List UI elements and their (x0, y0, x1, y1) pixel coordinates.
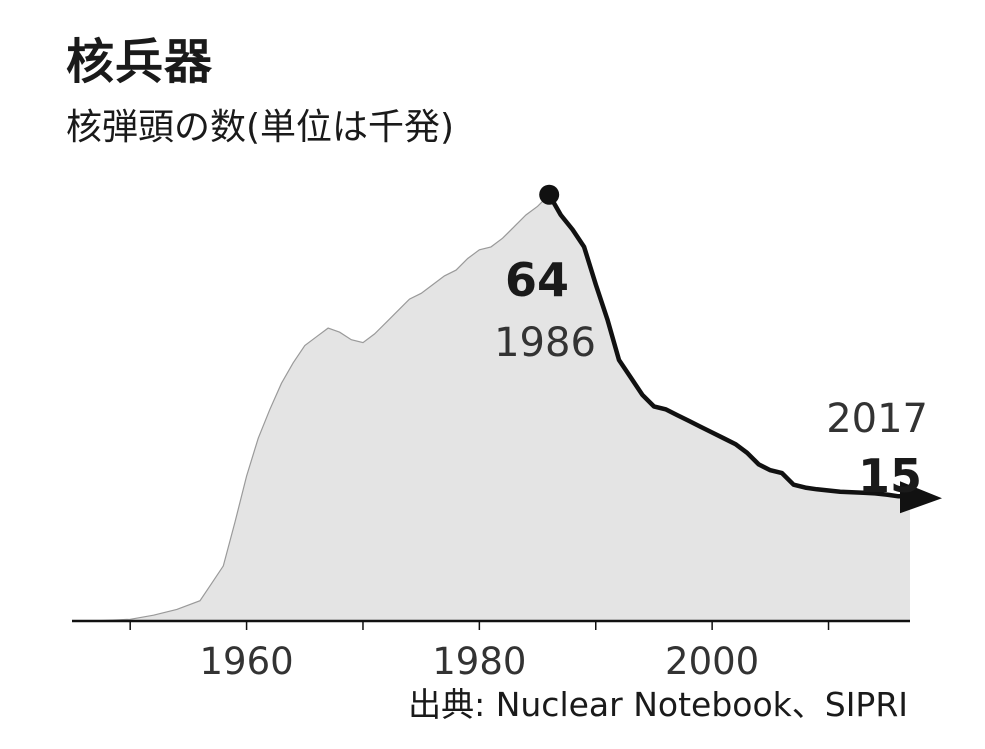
x-tick-label: 2000 (665, 640, 759, 683)
chart-subtitle: 核弾頭の数(単位は千発) (66, 107, 455, 148)
peak-value-label: 64 (505, 253, 569, 307)
x-tick-label: 1980 (432, 640, 526, 683)
peak-year-label: 1986 (494, 320, 596, 366)
area-fill (72, 194, 910, 621)
peak-marker (539, 184, 560, 205)
source-note: 出典: Nuclear Notebook、SIPRI (408, 685, 908, 724)
x-tick-label: 1960 (199, 640, 293, 683)
decline-line (546, 192, 913, 499)
end-arrowhead (900, 481, 942, 514)
end-year-label: 2017 (826, 396, 928, 442)
end-value-label: 15 (858, 449, 922, 503)
chart-title: 核兵器 (66, 34, 214, 90)
